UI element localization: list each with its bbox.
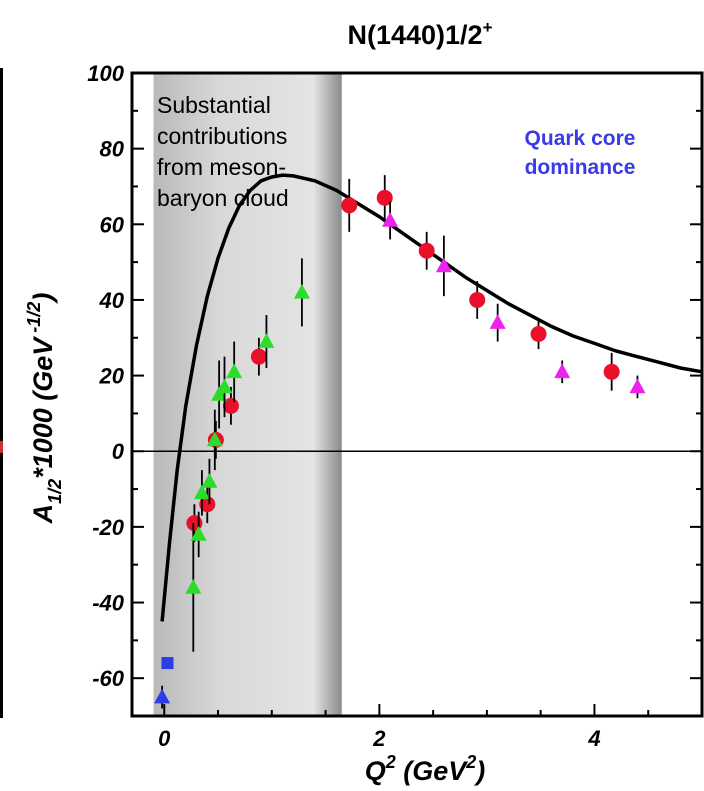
red-circle-point xyxy=(603,363,620,380)
x-axis-label-rest: (GeV xyxy=(396,756,469,786)
y-axis-label-sub: 1/2 xyxy=(45,479,65,504)
meson-cloud-annotation-line: Substantial xyxy=(157,92,271,118)
red-circle-point xyxy=(469,291,486,308)
red-circle-point xyxy=(250,348,267,365)
x-axis-label-base: Q xyxy=(365,756,386,786)
green-triangle-point xyxy=(226,363,243,379)
y-tick-label: -40 xyxy=(92,591,125,616)
green-triangle-point xyxy=(206,431,223,447)
magenta-triangle-point xyxy=(435,257,452,273)
x-tick-label: 4 xyxy=(587,726,600,751)
y-tick-label: 0 xyxy=(112,439,125,464)
green-triangle-point xyxy=(293,283,310,299)
data-points xyxy=(154,175,646,709)
x-tick-label: 2 xyxy=(372,726,386,751)
green-triangle-point xyxy=(216,378,233,394)
meson-cloud-annotation-line: baryon cloud xyxy=(157,185,289,211)
left-edge-red-mark xyxy=(0,441,3,453)
quark-core-annotation: Quark core dominance xyxy=(525,127,636,179)
green-triangle-point xyxy=(185,579,202,594)
y-axis-label-base: A xyxy=(28,504,58,525)
y-tick-label: 100 xyxy=(87,61,124,86)
red-circle-point xyxy=(199,496,216,513)
green-triangle-point xyxy=(258,333,275,348)
y-axis-label-end: ) xyxy=(28,293,58,305)
green-triangle-point xyxy=(211,386,228,401)
magenta-triangle-point xyxy=(382,212,399,227)
y-tick-label: 20 xyxy=(99,364,125,389)
magenta-triangle-point xyxy=(554,363,571,379)
red-circle-point xyxy=(376,189,393,206)
y-tick-label: 40 xyxy=(99,288,125,313)
blue-triangle-point xyxy=(154,688,171,704)
magenta-triangle-point xyxy=(629,378,646,394)
y-tick-label: -20 xyxy=(92,515,125,540)
y-axis-label-sup: -1/2 xyxy=(24,302,44,338)
magenta-triangle-point xyxy=(489,314,506,329)
plot-frame xyxy=(130,71,704,718)
model-curve xyxy=(160,173,703,622)
red-circle-point xyxy=(530,325,547,342)
red-circle-point xyxy=(341,197,358,214)
tick-labels: -60 -40 -20 0 20 40 60 80 100 0 2 4 xyxy=(87,61,600,751)
x-tick-label: 0 xyxy=(158,726,171,751)
x-axis-label-end: ) xyxy=(473,756,485,786)
x-axis-label-sup: 2 xyxy=(385,752,396,772)
meson-cloud-annotation-line: from meson- xyxy=(157,154,286,180)
quark-core-annotation-line: dominance xyxy=(525,156,636,179)
red-circle-point xyxy=(418,242,435,259)
green-triangle-point xyxy=(193,484,210,500)
meson-cloud-annotation: Substantial contributions from meson-baryo… xyxy=(157,92,289,211)
meson-cloud-annotation-line: contributions xyxy=(157,123,287,149)
y-tick-label: 60 xyxy=(100,212,125,237)
left-edge-line xyxy=(0,68,3,718)
x-axis-label: Q2 (GeV2) xyxy=(365,752,486,786)
chart-title: N(1440)1/2+ xyxy=(347,18,492,50)
x-axis-label-sup2: 2 xyxy=(465,752,476,772)
y-axis-label: A1/2*1000 (GeV -1/2) xyxy=(24,293,65,525)
green-triangle-point xyxy=(201,473,218,488)
blue-square-point xyxy=(161,657,174,670)
chart-title-sup: + xyxy=(483,18,493,37)
quark-core-annotation-line: Quark core xyxy=(525,127,636,150)
y-tick-label: 80 xyxy=(100,137,125,162)
chart-title-main: N(1440)1/2 xyxy=(347,20,482,50)
green-triangle-point xyxy=(190,526,207,541)
y-axis-label-rest: *1000 (GeV xyxy=(28,336,58,479)
y-tick-label: -60 xyxy=(92,666,125,691)
